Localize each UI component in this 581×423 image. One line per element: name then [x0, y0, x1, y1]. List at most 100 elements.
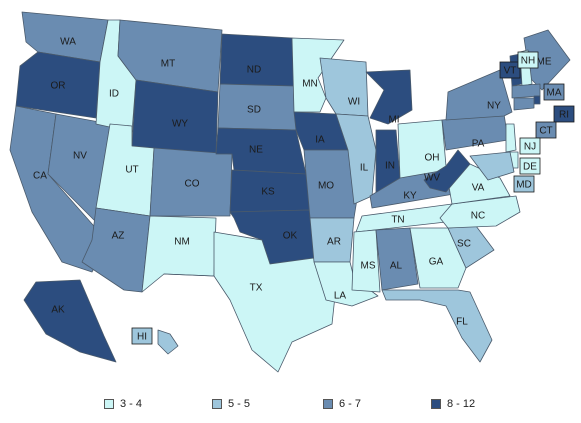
state-label-ms: MS	[361, 261, 376, 272]
state-label-sc: SC	[457, 239, 471, 250]
state-label-az: AZ	[112, 231, 125, 242]
state-nc[interactable]	[439, 195, 521, 229]
us-choropleth-map: WA OR CA NV ID MT WY UT AZ CO NM ND SD NE KS OK TX MN IA MO…	[9, 11, 575, 373]
state-label-wa: WA	[60, 37, 76, 48]
state-label-tn: TN	[391, 215, 404, 226]
state-wi[interactable]	[319, 57, 369, 117]
state-label-vt: VT	[504, 66, 517, 77]
callout-box-nj	[519, 137, 541, 155]
legend-item-1: 3 - 4	[104, 398, 142, 410]
state-callout-md[interactable]: MD	[513, 175, 535, 193]
state-co[interactable]	[149, 147, 233, 217]
state-label-ks: KS	[261, 187, 275, 198]
state-wv[interactable]	[423, 149, 471, 193]
state-ct[interactable]	[513, 97, 535, 111]
legend-label-4: 8 - 12	[447, 398, 476, 410]
state-nm[interactable]	[141, 215, 217, 293]
state-label-in: IN	[385, 161, 395, 172]
state-callout-ma[interactable]: MA	[543, 83, 565, 101]
state-label-ca: CA	[33, 171, 47, 182]
state-label-fl: FL	[456, 317, 468, 328]
state-callout-ct[interactable]: CT	[535, 121, 557, 139]
legend: 3 - 4 5 - 5 6 - 7 8 - 12	[0, 398, 581, 416]
callout-box-ct	[535, 121, 557, 139]
state-label-oh: OH	[425, 153, 440, 164]
state-callout-ri[interactable]: RI	[553, 105, 575, 123]
state-label-ia: IA	[315, 135, 325, 146]
state-label-hi: HI	[137, 332, 147, 343]
state-label-md: MD	[516, 180, 532, 191]
callout-box-ma	[543, 83, 565, 101]
state-label-ar: AR	[327, 237, 341, 248]
state-label-la: LA	[334, 291, 347, 302]
state-ak[interactable]	[23, 279, 117, 363]
state-label-nm: NM	[174, 237, 190, 248]
state-label-mo: MO	[318, 181, 334, 192]
state-callout-nj[interactable]: NJ	[519, 137, 541, 155]
state-label-me: ME	[537, 57, 552, 68]
state-label-wi: WI	[348, 97, 360, 108]
state-label-nc: NC	[471, 211, 485, 222]
state-callout-nh[interactable]: NH	[517, 51, 539, 69]
state-label-mi: MI	[388, 115, 399, 126]
state-ri[interactable]	[533, 95, 541, 105]
state-az[interactable]	[81, 207, 151, 293]
state-label-va: VA	[472, 183, 485, 194]
state-label-wy: WY	[172, 119, 188, 130]
state-label-il: IL	[360, 163, 369, 174]
state-la[interactable]	[313, 261, 379, 307]
legend-item-4: 8 - 12	[431, 398, 475, 410]
state-label-nh: NH	[521, 56, 535, 67]
state-nd[interactable]	[219, 33, 295, 87]
state-label-de: DE	[523, 162, 537, 173]
callout-box-md	[513, 175, 535, 193]
state-label-nj: NJ	[524, 142, 536, 153]
state-callout-de[interactable]: DE	[519, 157, 541, 175]
state-tx[interactable]	[163, 231, 339, 373]
state-callout-vt[interactable]: VT	[499, 61, 521, 79]
state-label-ny: NY	[487, 101, 501, 112]
state-label-mn: MN	[302, 79, 318, 90]
state-label-ga: GA	[429, 257, 444, 268]
callout-box-vt	[499, 61, 521, 79]
state-wy[interactable]	[131, 79, 219, 155]
state-nj[interactable]	[505, 123, 517, 153]
state-md[interactable]	[469, 151, 515, 181]
legend-swatch-1	[104, 399, 114, 409]
legend-item-3: 6 - 7	[323, 398, 361, 410]
state-label-wv: WV	[424, 173, 440, 184]
state-label-or: OR	[51, 81, 66, 92]
state-fl[interactable]	[381, 289, 493, 363]
state-ny[interactable]	[445, 69, 513, 121]
state-label-ky: KY	[403, 191, 417, 202]
state-label-ri: RI	[559, 110, 569, 121]
state-label-mt: MT	[161, 59, 175, 70]
state-label-sd: SD	[247, 105, 261, 116]
state-label-ne: NE	[249, 145, 263, 156]
state-or[interactable]	[15, 51, 101, 119]
legend-label-3: 6 - 7	[339, 398, 362, 410]
state-ga[interactable]	[409, 227, 467, 289]
state-label-ak: AK	[51, 305, 65, 316]
state-label-nd: ND	[247, 65, 261, 76]
state-label-ct: CT	[539, 126, 552, 137]
legend-swatch-2	[212, 399, 222, 409]
callout-box-de	[519, 157, 541, 175]
state-callout-hi[interactable]: HI	[131, 327, 153, 345]
state-ms[interactable]	[351, 229, 381, 293]
state-mi[interactable]	[365, 69, 413, 125]
state-label-nv: NV	[73, 151, 87, 162]
state-al[interactable]	[375, 227, 419, 291]
state-label-tx: TX	[250, 283, 263, 294]
state-label-co: CO	[185, 179, 200, 190]
state-hi[interactable]	[157, 329, 179, 355]
state-label-pa: PA	[472, 139, 485, 150]
state-label-ma: MA	[547, 88, 562, 99]
legend-label-2: 5 - 5	[228, 398, 251, 410]
callout-box-ri	[553, 105, 575, 123]
legend-label-1: 3 - 4	[120, 398, 143, 410]
legend-swatch-3	[323, 399, 333, 409]
state-label-ok: OK	[283, 231, 298, 242]
callout-box-hi	[131, 327, 153, 345]
